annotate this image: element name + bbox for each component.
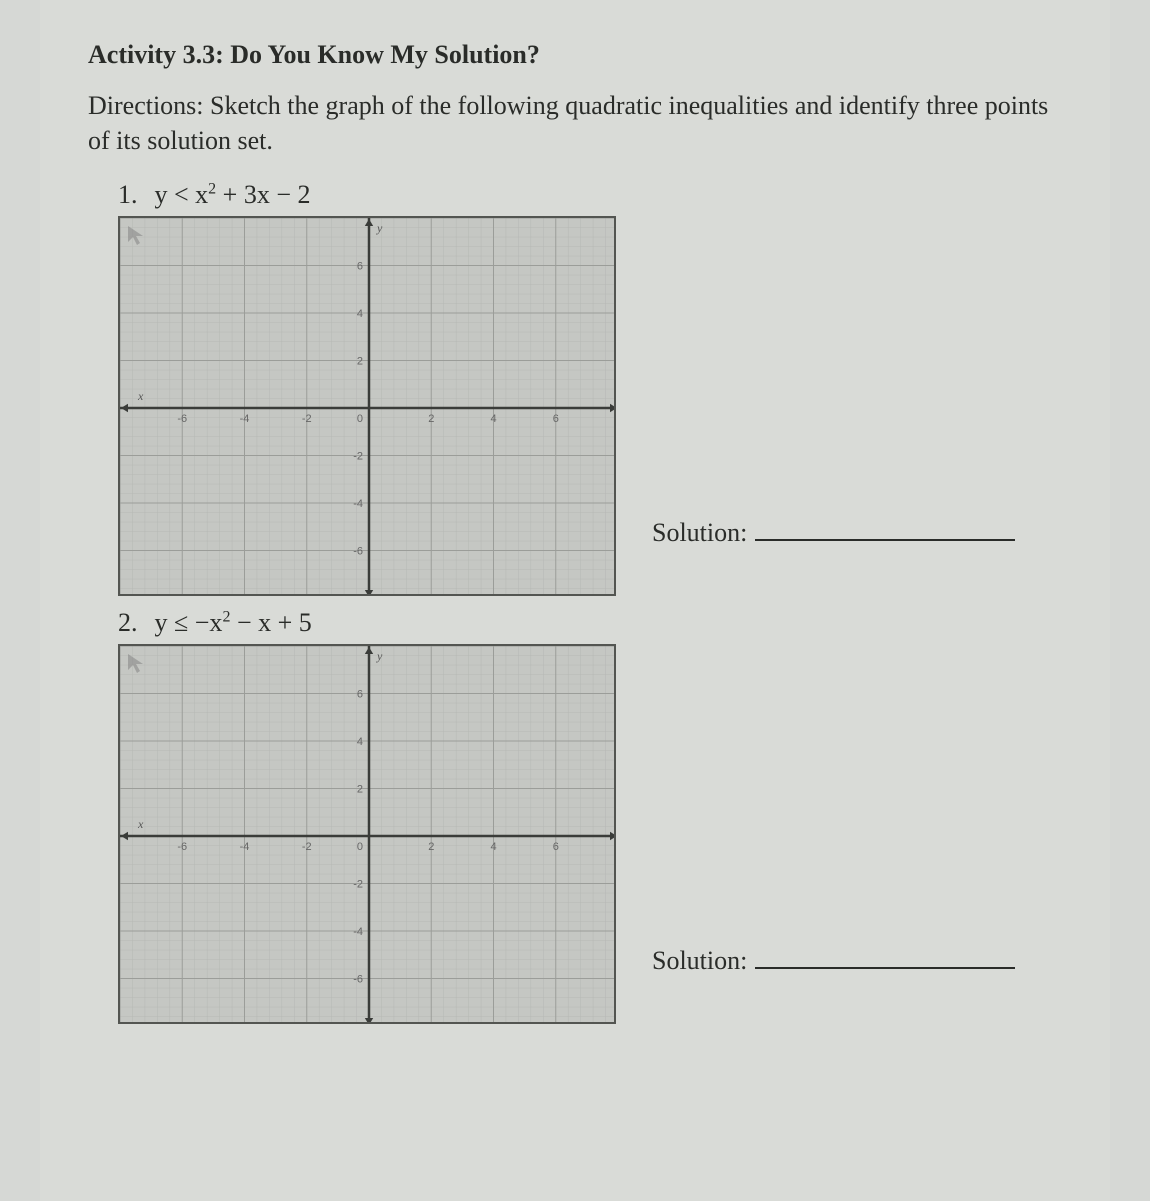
svg-text:-6: -6 bbox=[177, 841, 187, 853]
solution-blank[interactable] bbox=[755, 941, 1015, 970]
svg-text:-6: -6 bbox=[353, 546, 363, 558]
svg-text:-4: -4 bbox=[240, 413, 250, 425]
svg-text:6: 6 bbox=[553, 841, 559, 853]
svg-text:y: y bbox=[376, 221, 383, 235]
directions-text: Directions: Sketch the graph of the foll… bbox=[88, 88, 1062, 158]
worksheet-page: Activity 3.3: Do You Know My Solution? D… bbox=[40, 0, 1110, 1201]
svg-text:-4: -4 bbox=[353, 926, 363, 938]
svg-text:4: 4 bbox=[357, 308, 363, 320]
svg-text:6: 6 bbox=[357, 261, 363, 273]
svg-text:-2: -2 bbox=[302, 841, 312, 853]
svg-text:y: y bbox=[376, 649, 383, 663]
problem-1-grid: -6 -4 -2 2 4 6 -6 -4 -2 2 4 6 0 x y bbox=[118, 216, 616, 596]
svg-text:-6: -6 bbox=[177, 413, 187, 425]
problem-2-grid: -6 -4 -2 2 4 6 -6 -4 -2 2 4 6 0 x y bbox=[118, 644, 616, 1024]
problem-1: 1. y < x2 + 3x − 2 -6 -4 -2 2 4 6 -6 -4 -2 2 4 6 0 x y… bbox=[118, 180, 1062, 608]
problem-2-equation: 2. y ≤ −x2 − x + 5 bbox=[118, 608, 1062, 638]
problem-1-solution-line: Solution: bbox=[652, 513, 1015, 549]
solution-label: Solution: bbox=[652, 946, 747, 976]
problem-1-expr: y < x2 + 3x − 2 bbox=[155, 180, 311, 209]
svg-text:4: 4 bbox=[357, 736, 363, 748]
svg-text:2: 2 bbox=[357, 356, 363, 368]
svg-text:2: 2 bbox=[428, 413, 434, 425]
problem-1-number: 1. bbox=[118, 180, 148, 210]
activity-title: Activity 3.3: Do You Know My Solution? bbox=[88, 40, 1062, 70]
svg-text:-6: -6 bbox=[353, 974, 363, 986]
problem-1-equation: 1. y < x2 + 3x − 2 bbox=[118, 180, 1062, 210]
svg-text:4: 4 bbox=[490, 413, 496, 425]
svg-text:-2: -2 bbox=[353, 451, 363, 463]
svg-text:-2: -2 bbox=[353, 879, 363, 891]
svg-text:6: 6 bbox=[553, 413, 559, 425]
svg-text:-4: -4 bbox=[240, 841, 250, 853]
svg-text:0: 0 bbox=[357, 841, 363, 853]
svg-text:6: 6 bbox=[357, 689, 363, 701]
svg-text:4: 4 bbox=[490, 841, 496, 853]
svg-text:-2: -2 bbox=[302, 413, 312, 425]
problem-2: 2. y ≤ −x2 − x + 5 -6 -4 -2 2 4 6 -6 -4 -2 2 4 6 0 x y… bbox=[118, 608, 1062, 1036]
svg-text:x: x bbox=[137, 817, 144, 831]
problem-2-solution-line: Solution: bbox=[652, 941, 1015, 977]
svg-text:-4: -4 bbox=[353, 498, 363, 510]
svg-text:x: x bbox=[137, 389, 144, 403]
svg-text:2: 2 bbox=[357, 784, 363, 796]
svg-text:2: 2 bbox=[428, 841, 434, 853]
solution-blank[interactable] bbox=[755, 513, 1015, 542]
solution-label: Solution: bbox=[652, 518, 747, 548]
problem-2-expr: y ≤ −x2 − x + 5 bbox=[155, 608, 312, 637]
svg-text:0: 0 bbox=[357, 413, 363, 425]
problem-2-number: 2. bbox=[118, 608, 148, 638]
